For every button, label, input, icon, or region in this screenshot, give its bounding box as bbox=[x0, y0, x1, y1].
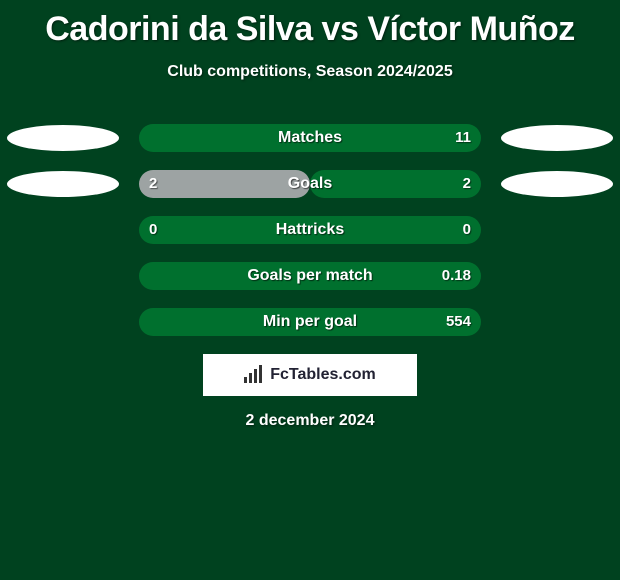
value-right: 554 bbox=[446, 308, 471, 336]
stat-bar: 554Min per goal bbox=[139, 308, 481, 336]
value-right: 0 bbox=[463, 216, 471, 244]
stat-bar: 0.18Goals per match bbox=[139, 262, 481, 290]
comparison-rows: 11Matches22Goals00Hattricks0.18Goals per… bbox=[0, 124, 620, 430]
bar-chart-icon bbox=[244, 367, 266, 383]
club-badge-left bbox=[7, 125, 119, 151]
stat-bar: 00Hattricks bbox=[139, 216, 481, 244]
value-right: 0.18 bbox=[442, 262, 471, 290]
stat-row: 554Min per goal bbox=[0, 308, 620, 336]
fctables-logo: FcTables.com bbox=[203, 354, 417, 396]
stat-row: 00Hattricks bbox=[0, 216, 620, 244]
bar-right-segment bbox=[310, 170, 481, 198]
bar-right-segment bbox=[139, 262, 481, 290]
stat-bar: 11Matches bbox=[139, 124, 481, 152]
bar-right-segment bbox=[139, 308, 481, 336]
value-right: 11 bbox=[455, 124, 471, 152]
club-badge-left bbox=[7, 171, 119, 197]
value-right: 2 bbox=[463, 170, 471, 198]
stat-bar: 22Goals bbox=[139, 170, 481, 198]
stat-row: 22Goals bbox=[0, 170, 620, 198]
bar-right-segment bbox=[139, 124, 481, 152]
bar-right-segment bbox=[139, 216, 481, 244]
page-title: Cadorini da Silva vs Víctor Muñoz bbox=[0, 0, 620, 49]
value-left: 2 bbox=[149, 170, 157, 198]
value-left: 0 bbox=[149, 216, 157, 244]
club-badge-right bbox=[501, 171, 613, 197]
bar-left-segment bbox=[139, 170, 310, 198]
stat-row: 0.18Goals per match bbox=[0, 262, 620, 290]
date-label: 2 december 2024 bbox=[0, 412, 620, 430]
club-badge-right bbox=[501, 125, 613, 151]
stat-row: 11Matches bbox=[0, 124, 620, 152]
logo-text: FcTables.com bbox=[270, 366, 376, 384]
subtitle: Club competitions, Season 2024/2025 bbox=[0, 63, 620, 81]
